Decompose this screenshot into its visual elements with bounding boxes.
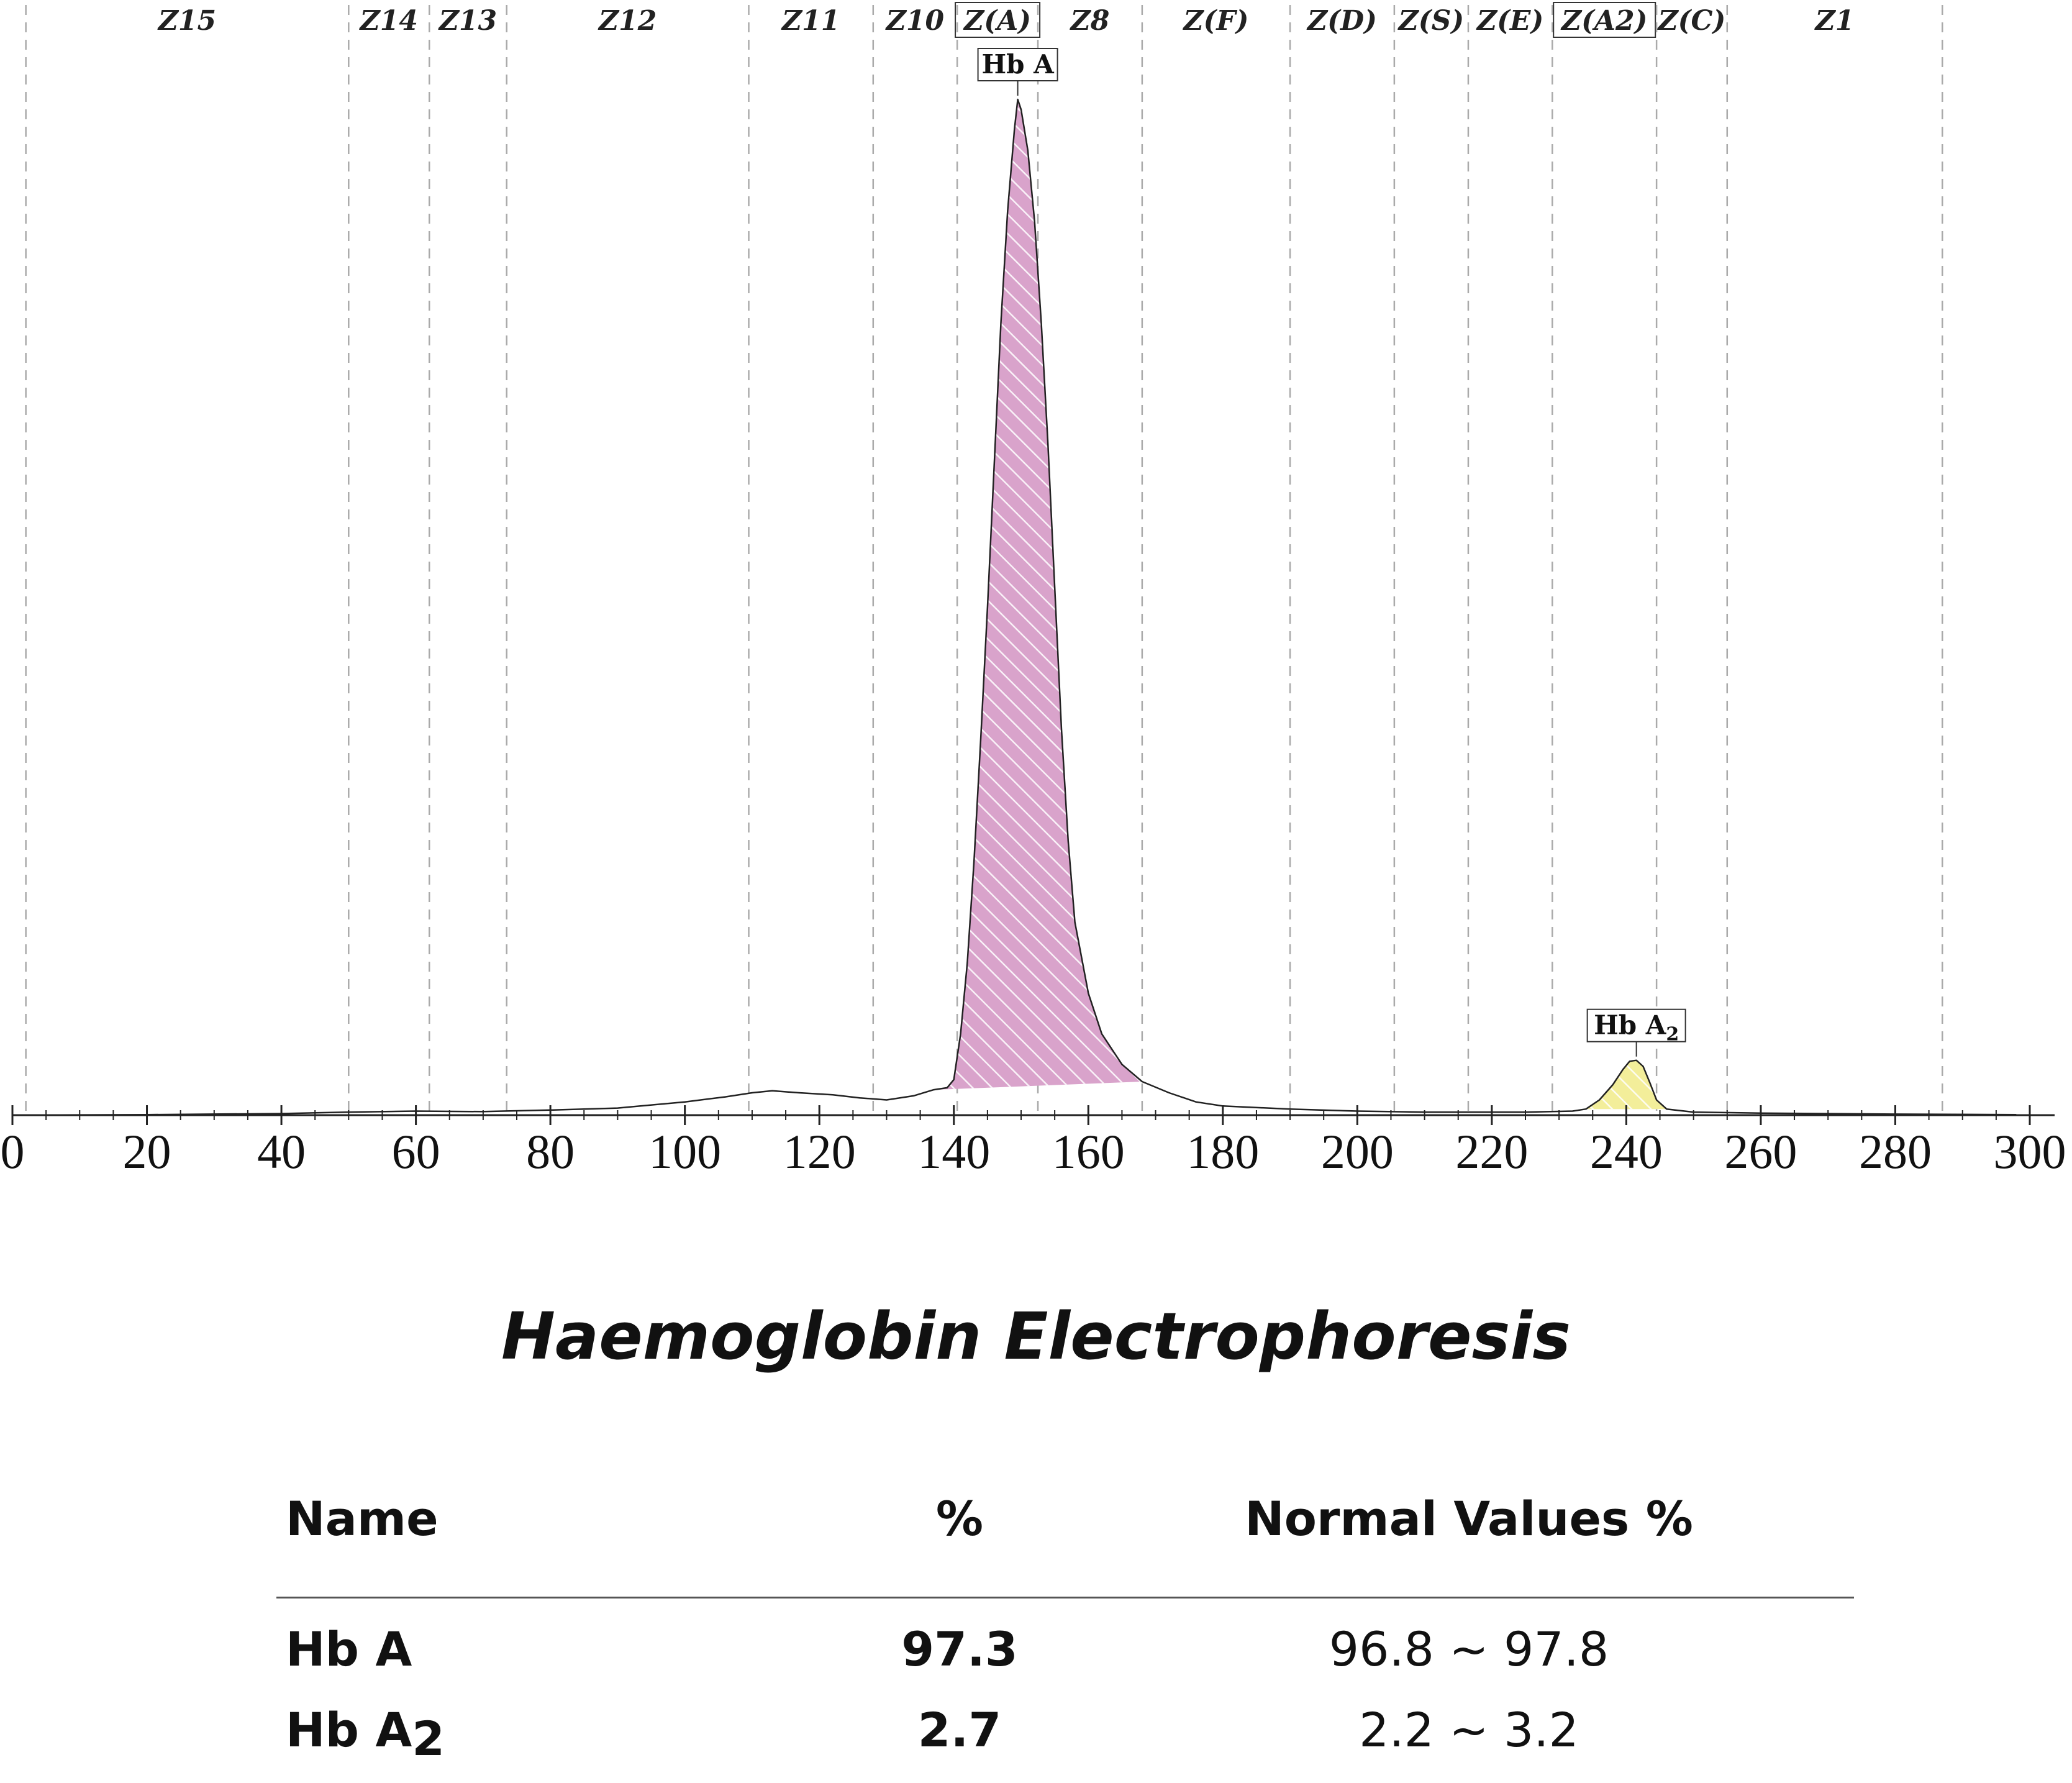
x-tick-label: 0 [1,1124,25,1179]
peak-label-box [977,48,1058,81]
x-tick-label: 180 [1186,1124,1259,1179]
x-tick-label: 300 [1994,1124,2066,1179]
x-tick-label: 200 [1321,1124,1394,1179]
peak-label: Hb A [981,49,1055,80]
row-name: Hb A [286,1621,412,1685]
x-tick-label: 120 [783,1124,856,1179]
zone-label: Z(A2) [1560,5,1648,37]
zone-label: Z15 [157,5,216,37]
row-percent: 97.3 [901,1621,1018,1677]
zone-label-box [955,2,1041,38]
peak-label-text: Hb A [981,49,1055,80]
peak-label-text: Hb A [1594,1010,1667,1041]
row-name-text: Hb A [286,1702,412,1758]
header-normal-values: Normal Values % [1245,1491,1693,1546]
row-percent: 2.7 [917,1702,1002,1758]
header-name: Name [286,1491,438,1546]
x-tick-label: 100 [648,1124,721,1179]
peak-hatch [934,99,1142,1090]
zone-label-box [1553,2,1656,38]
zone-label: Z12 [598,5,657,37]
zone-label: Z(S) [1397,5,1465,37]
results-table: Name % Normal Values % Hb A 97.3 96.8 ~ … [276,1491,1854,1766]
zone-label: Z1 [1814,5,1855,37]
x-tick-label: 240 [1590,1124,1663,1179]
electrophoresis-trace [12,98,2017,1116]
x-tick-label: 260 [1724,1124,1797,1179]
table-divider [276,1597,1854,1598]
row-normal-range: 2.2 ~ 3.2 [1359,1702,1579,1758]
chart-title: Haemoglobin Electrophoresis [501,1298,1571,1374]
zone-label: Z(E) [1476,5,1543,37]
x-tick-label: 80 [526,1124,575,1179]
peak-label-subscript: 2 [1666,1024,1679,1046]
zone-label: Z11 [781,5,840,37]
zone-label: Z(F) [1182,5,1248,37]
x-tick-label: 220 [1455,1124,1528,1179]
table-row: Hb A 97.3 96.8 ~ 97.8 [276,1621,1854,1702]
x-tick-label: 280 [1859,1124,1932,1179]
zone-label: Z13 [438,5,497,37]
zone-label: Z8 [1070,5,1110,37]
electrophoresis-chart: Z15 Z14 Z13 Z12 Z11 Z10 Z(A) Z8 Z(F) Z(D) Z(S) Z(E)… [1,2,2066,1179]
row-name: Hb A2 [286,1702,445,1766]
x-tick-label: 20 [123,1124,171,1179]
x-tick-label: 40 [257,1124,306,1179]
x-tick-label: 160 [1052,1124,1125,1179]
row-name-subscript: 2 [412,1711,445,1766]
x-tick-label: 140 [917,1124,990,1179]
zone-label: Z(C) [1657,5,1726,37]
header-percent: % [935,1491,984,1546]
zone-label: Z(A) [963,5,1031,37]
peak-label: Hb A2 [1594,1010,1679,1046]
peak-label-box [1586,1008,1686,1042]
table-header: Name % Normal Values % [276,1491,1854,1597]
zone-label: Z14 [359,5,418,37]
row-normal-range: 96.8 ~ 97.8 [1329,1621,1609,1677]
row-name-text: Hb A [286,1621,412,1677]
zone-label: Z10 [885,5,945,37]
x-tick-label: 60 [392,1124,440,1179]
peak-hatch [1586,1060,1667,1110]
zone-label: Z(D) [1306,5,1377,37]
table-row: Hb A2 2.7 2.2 ~ 3.2 [276,1702,1854,1783]
